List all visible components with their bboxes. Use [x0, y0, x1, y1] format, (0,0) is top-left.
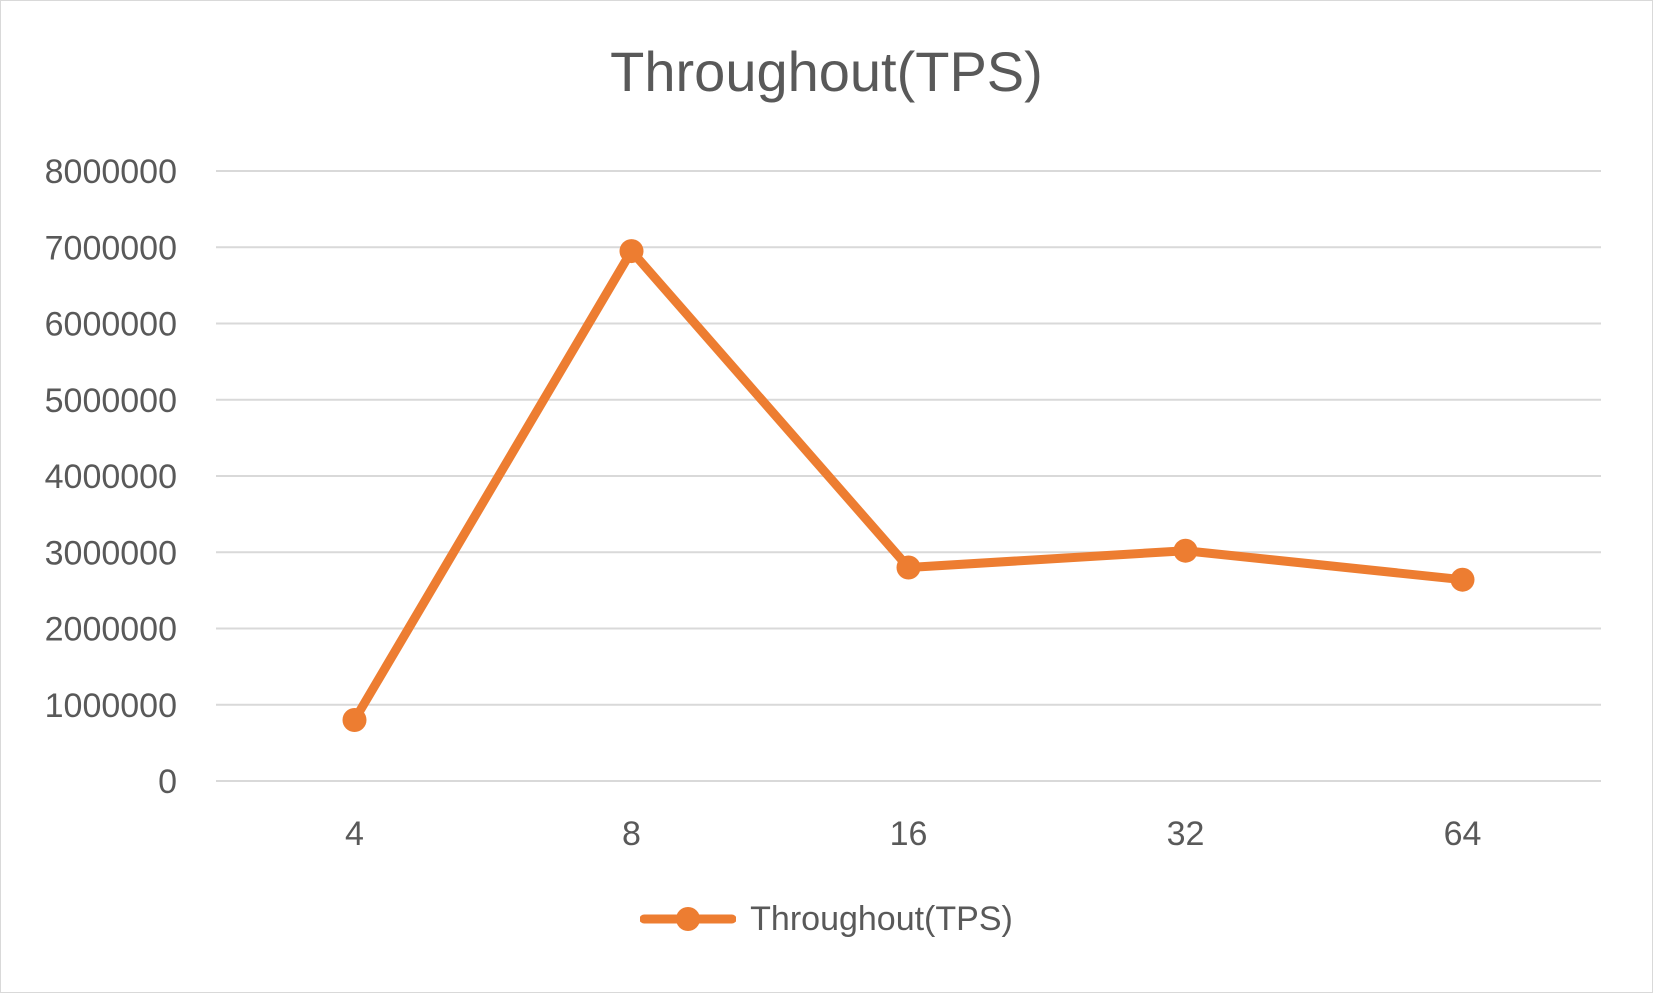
data-point	[1450, 567, 1475, 592]
data-point	[619, 239, 644, 264]
data-point	[342, 708, 367, 732]
y-tick-label: 0	[158, 763, 177, 801]
series-line	[350, 246, 1467, 725]
legend: Throughout(TPS)	[1, 899, 1652, 939]
legend-swatch	[640, 907, 737, 931]
x-tick-label: 16	[890, 815, 928, 853]
y-axis-tick-labels: 0 1000000 2000000 3000000 4000000 5000000 6000…	[45, 153, 177, 801]
series-points	[342, 239, 1475, 732]
y-tick-label: 7000000	[45, 229, 177, 267]
legend-swatch-marker	[676, 907, 701, 931]
x-tick-label: 64	[1444, 815, 1482, 853]
x-tick-label: 8	[622, 815, 641, 853]
y-tick-label: 3000000	[45, 534, 177, 572]
y-tick-label: 4000000	[45, 458, 177, 496]
x-tick-label: 32	[1167, 815, 1205, 853]
x-tick-label: 4	[345, 815, 364, 853]
y-tick-label: 6000000	[45, 306, 177, 344]
chart-title: Throughout(TPS)	[610, 40, 1043, 103]
series-lines	[350, 246, 1467, 725]
y-tick-label: 1000000	[45, 687, 177, 725]
data-point	[896, 555, 921, 580]
y-tick-label: 2000000	[45, 611, 177, 649]
data-point	[1173, 538, 1198, 563]
y-tick-label: 5000000	[45, 382, 177, 420]
gridlines	[216, 170, 1601, 782]
y-tick-label: 8000000	[45, 153, 177, 191]
legend-label: Throughout(TPS)	[750, 899, 1013, 938]
x-axis-tick-labels: 4 8 16 32 64	[345, 815, 1481, 853]
